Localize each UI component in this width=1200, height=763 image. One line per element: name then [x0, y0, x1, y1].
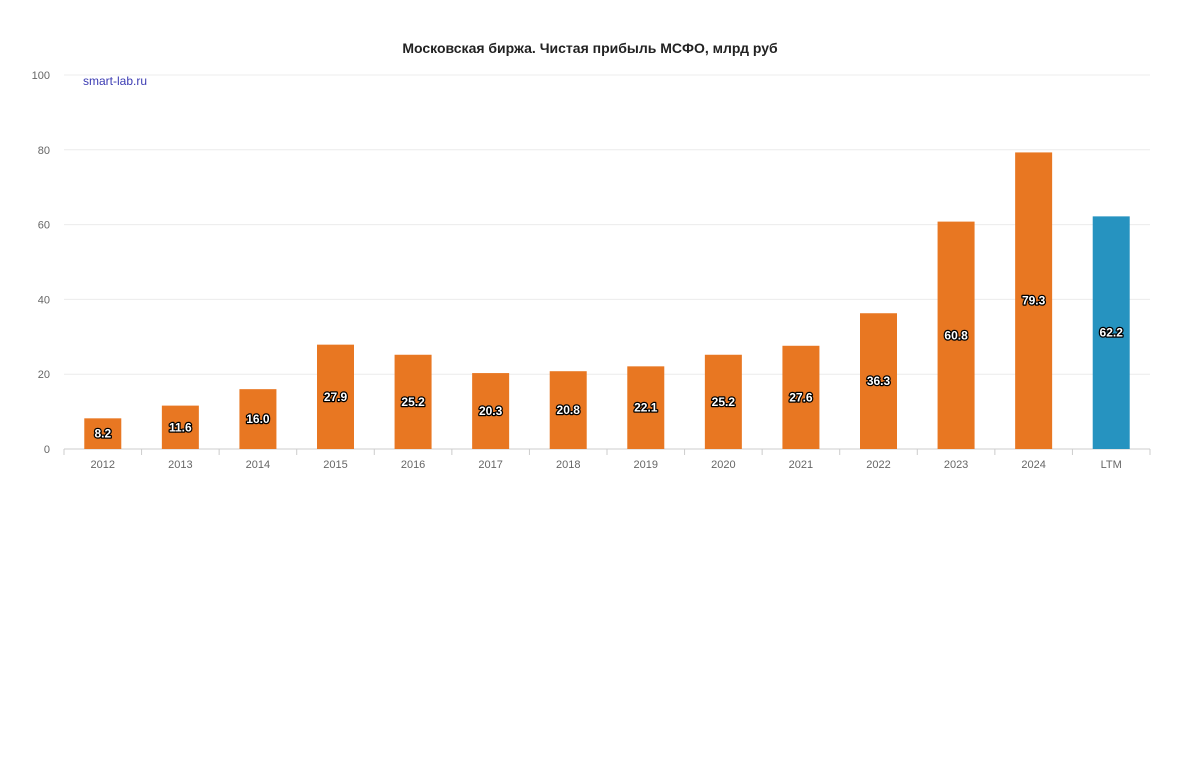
data-label: 27.6 — [789, 390, 813, 404]
bar — [860, 313, 897, 449]
grid-lines — [64, 74, 1150, 450]
x-axis: 2012 2013 2014 2015 2016 2017 2018 2019 2020 2021… — [63, 449, 1151, 471]
bar — [627, 366, 665, 449]
data-label: 62.2 — [1100, 326, 1124, 340]
bars — [84, 152, 1130, 449]
x-tick-label: 2017 — [478, 459, 502, 471]
data-label: 60.8 — [944, 328, 968, 342]
x-tick-label: 2018 — [556, 459, 580, 471]
data-label: 8.2 — [94, 427, 111, 441]
bar — [317, 344, 354, 449]
data-label: 16.0 — [246, 412, 270, 426]
bar — [704, 354, 742, 449]
bar — [161, 405, 199, 449]
bar — [84, 418, 122, 449]
x-tick-label: LTM — [1101, 459, 1122, 471]
bar — [472, 373, 510, 449]
data-label: 25.2 — [401, 395, 425, 409]
watermark: smart-lab.ru — [83, 74, 148, 88]
x-tick-label: 2013 — [168, 459, 192, 471]
chart-title: Московская биржа. Чистая прибыль МСФО, м… — [402, 40, 778, 56]
y-tick-label: 60 — [38, 220, 50, 232]
y-tick-label: 80 — [38, 145, 50, 157]
data-label: 27.9 — [324, 390, 348, 404]
data-label: 36.3 — [867, 374, 891, 388]
x-tick-label: 2016 — [401, 459, 425, 471]
bar — [549, 371, 587, 449]
x-tick-label: 2024 — [1021, 459, 1045, 471]
x-tick-label: 2014 — [246, 459, 270, 471]
y-tick-label: 20 — [38, 369, 50, 381]
data-label: 20.3 — [479, 404, 503, 418]
y-tick-label: 40 — [38, 294, 50, 306]
data-label: 11.6 — [169, 420, 192, 434]
data-label: 79.3 — [1022, 294, 1046, 308]
data-label: 22.1 — [634, 401, 658, 415]
x-tick-label: 2015 — [323, 459, 347, 471]
x-tick-label: 2021 — [789, 459, 813, 471]
x-tick-label: 2012 — [91, 459, 115, 471]
data-labels: 8.2 11.6 16.0 27.9 25.2 20.3 20.8 22.1 25.2 27.6 3… — [93, 292, 1124, 441]
bar — [937, 221, 975, 449]
bar — [782, 345, 820, 449]
bar — [239, 389, 277, 449]
bar — [1015, 152, 1053, 449]
bar — [394, 354, 432, 449]
y-tick-label: 0 — [44, 444, 50, 456]
y-axis: 0 20 40 60 80 100 — [32, 70, 50, 456]
x-tick-label: 2022 — [866, 459, 890, 471]
x-tick-label: 2023 — [944, 459, 968, 471]
data-label: 20.8 — [557, 403, 581, 417]
bar — [1092, 216, 1130, 449]
y-tick-label: 100 — [32, 70, 50, 82]
x-tick-label: 2020 — [711, 459, 735, 471]
x-tick-label: 2019 — [634, 459, 658, 471]
data-label: 25.2 — [712, 395, 736, 409]
